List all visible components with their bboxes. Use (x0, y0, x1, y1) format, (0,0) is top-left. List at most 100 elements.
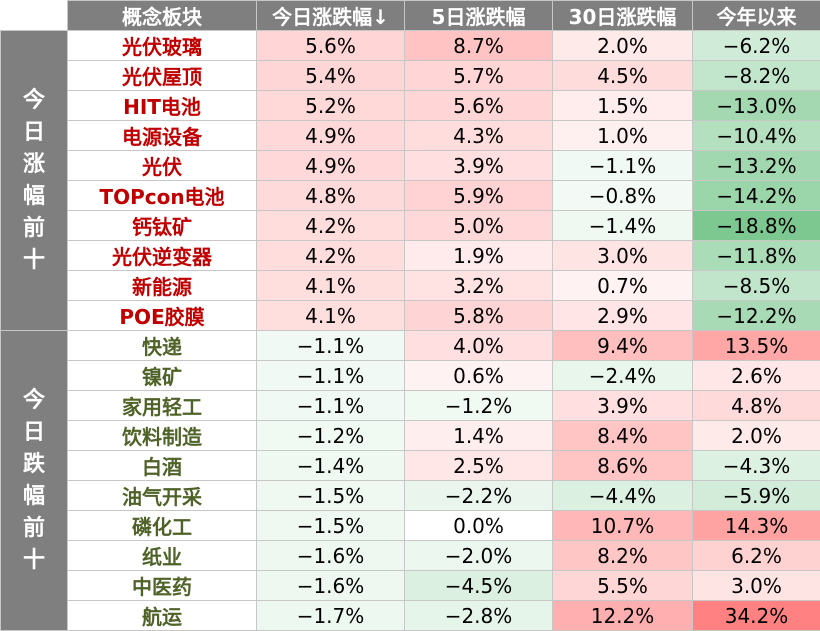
group-label-char: 今 (1, 385, 67, 417)
ytd-change-cell: 14.3% (693, 511, 820, 541)
sector-name-cell: 磷化工 (68, 511, 257, 541)
sector-name-cell: 光伏屋顶 (68, 61, 257, 91)
today-change-cell: −1.6% (257, 541, 405, 571)
ytd-change-cell: 4.8% (693, 391, 820, 421)
5day-change-cell: −1.2% (405, 391, 553, 421)
header-row: 概念板块 今日涨跌幅↓ 5日涨跌幅 30日涨跌幅 今年以来 (1, 1, 820, 31)
5day-change-cell: 5.9% (405, 181, 553, 211)
sector-performance-board: 概念板块 今日涨跌幅↓ 5日涨跌幅 30日涨跌幅 今年以来 今日涨幅前十光伏玻璃… (0, 0, 820, 610)
group-label-top-gainers: 今日涨幅前十 (1, 31, 68, 331)
today-change-cell: 4.9% (257, 151, 405, 181)
table-row: 纸业−1.6%−2.0%8.2%6.2% (1, 541, 820, 571)
group-label-char: 幅 (1, 481, 67, 513)
5day-change-cell: 5.6% (405, 91, 553, 121)
table-row: 镍矿−1.1%0.6%−2.4%2.6% (1, 361, 820, 391)
today-change-cell: −1.5% (257, 481, 405, 511)
ytd-change-cell: 2.0% (693, 421, 820, 451)
30day-change-cell: 8.4% (553, 421, 693, 451)
30day-change-cell: 5.5% (553, 571, 693, 601)
group-label-char: 前 (1, 213, 67, 245)
header-ytd-change: 今年以来 (693, 1, 820, 31)
today-change-cell: −1.2% (257, 421, 405, 451)
ytd-change-cell: −8.5% (693, 271, 820, 301)
5day-change-cell: −2.0% (405, 541, 553, 571)
ytd-change-cell: −11.8% (693, 241, 820, 271)
5day-change-cell: −2.2% (405, 481, 553, 511)
sector-name-cell: POE胶膜 (68, 301, 257, 331)
30day-change-cell: 10.7% (553, 511, 693, 541)
sector-name-cell: 白酒 (68, 451, 257, 481)
30day-change-cell: 1.0% (553, 121, 693, 151)
table-row: 白酒−1.4%2.5%8.6%−4.3% (1, 451, 820, 481)
ytd-change-cell: −13.2% (693, 151, 820, 181)
5day-change-cell: −2.8% (405, 601, 553, 631)
sector-name-cell: 钙钛矿 (68, 211, 257, 241)
ytd-change-cell: −4.3% (693, 451, 820, 481)
today-change-cell: −1.1% (257, 391, 405, 421)
ytd-change-cell: −18.8% (693, 211, 820, 241)
table-row: 油气开采−1.5%−2.2%−4.4%−5.9% (1, 481, 820, 511)
30day-change-cell: 1.5% (553, 91, 693, 121)
ytd-change-cell: 34.2% (693, 601, 820, 631)
ytd-change-cell: −12.2% (693, 301, 820, 331)
today-change-cell: 4.2% (257, 211, 405, 241)
table-row: 今日跌幅前十快递−1.1%4.0%9.4%13.5% (1, 331, 820, 361)
30day-change-cell: 8.2% (553, 541, 693, 571)
ytd-change-cell: −14.2% (693, 181, 820, 211)
today-change-cell: −1.1% (257, 331, 405, 361)
ytd-change-cell: 2.6% (693, 361, 820, 391)
sector-name-cell: 航运 (68, 601, 257, 631)
group-label-char: 十 (1, 245, 67, 277)
30day-change-cell: −4.4% (553, 481, 693, 511)
sector-name-cell: 快递 (68, 331, 257, 361)
today-change-cell: −1.6% (257, 571, 405, 601)
30day-change-cell: −1.1% (553, 151, 693, 181)
today-change-cell: −1.4% (257, 451, 405, 481)
group-label-char: 跌 (1, 449, 67, 481)
table-row: 磷化工−1.5%0.0%10.7%14.3% (1, 511, 820, 541)
group-label-char: 今 (1, 85, 67, 117)
5day-change-cell: 4.3% (405, 121, 553, 151)
header-corner (1, 1, 68, 31)
5day-change-cell: 5.0% (405, 211, 553, 241)
ytd-change-cell: 3.0% (693, 571, 820, 601)
today-change-cell: −1.7% (257, 601, 405, 631)
5day-change-cell: 0.6% (405, 361, 553, 391)
30day-change-cell: −1.4% (553, 211, 693, 241)
5day-change-cell: 3.2% (405, 271, 553, 301)
today-change-cell: 4.1% (257, 301, 405, 331)
today-change-cell: 4.8% (257, 181, 405, 211)
30day-change-cell: 4.5% (553, 61, 693, 91)
30day-change-cell: 3.0% (553, 241, 693, 271)
table-row: 饮料制造−1.2%1.4%8.4%2.0% (1, 421, 820, 451)
30day-change-cell: 2.0% (553, 31, 693, 61)
sector-name-cell: 油气开采 (68, 481, 257, 511)
5day-change-cell: 2.5% (405, 451, 553, 481)
5day-change-cell: 5.8% (405, 301, 553, 331)
sector-name-cell: 光伏玻璃 (68, 31, 257, 61)
table-row: 中医药−1.6%−4.5%5.5%3.0% (1, 571, 820, 601)
ytd-change-cell: −8.2% (693, 61, 820, 91)
30day-change-cell: −2.4% (553, 361, 693, 391)
5day-change-cell: 4.0% (405, 331, 553, 361)
sector-name-cell: 家用轻工 (68, 391, 257, 421)
sector-name-cell: 电源设备 (68, 121, 257, 151)
sector-name-cell: 新能源 (68, 271, 257, 301)
30day-change-cell: 0.7% (553, 271, 693, 301)
group-label-top-losers: 今日跌幅前十 (1, 331, 68, 631)
30day-change-cell: −0.8% (553, 181, 693, 211)
30day-change-cell: 12.2% (553, 601, 693, 631)
today-change-cell: 4.9% (257, 121, 405, 151)
30day-change-cell: 2.9% (553, 301, 693, 331)
30day-change-cell: 8.6% (553, 451, 693, 481)
header-today-change: 今日涨跌幅↓ (257, 1, 405, 31)
